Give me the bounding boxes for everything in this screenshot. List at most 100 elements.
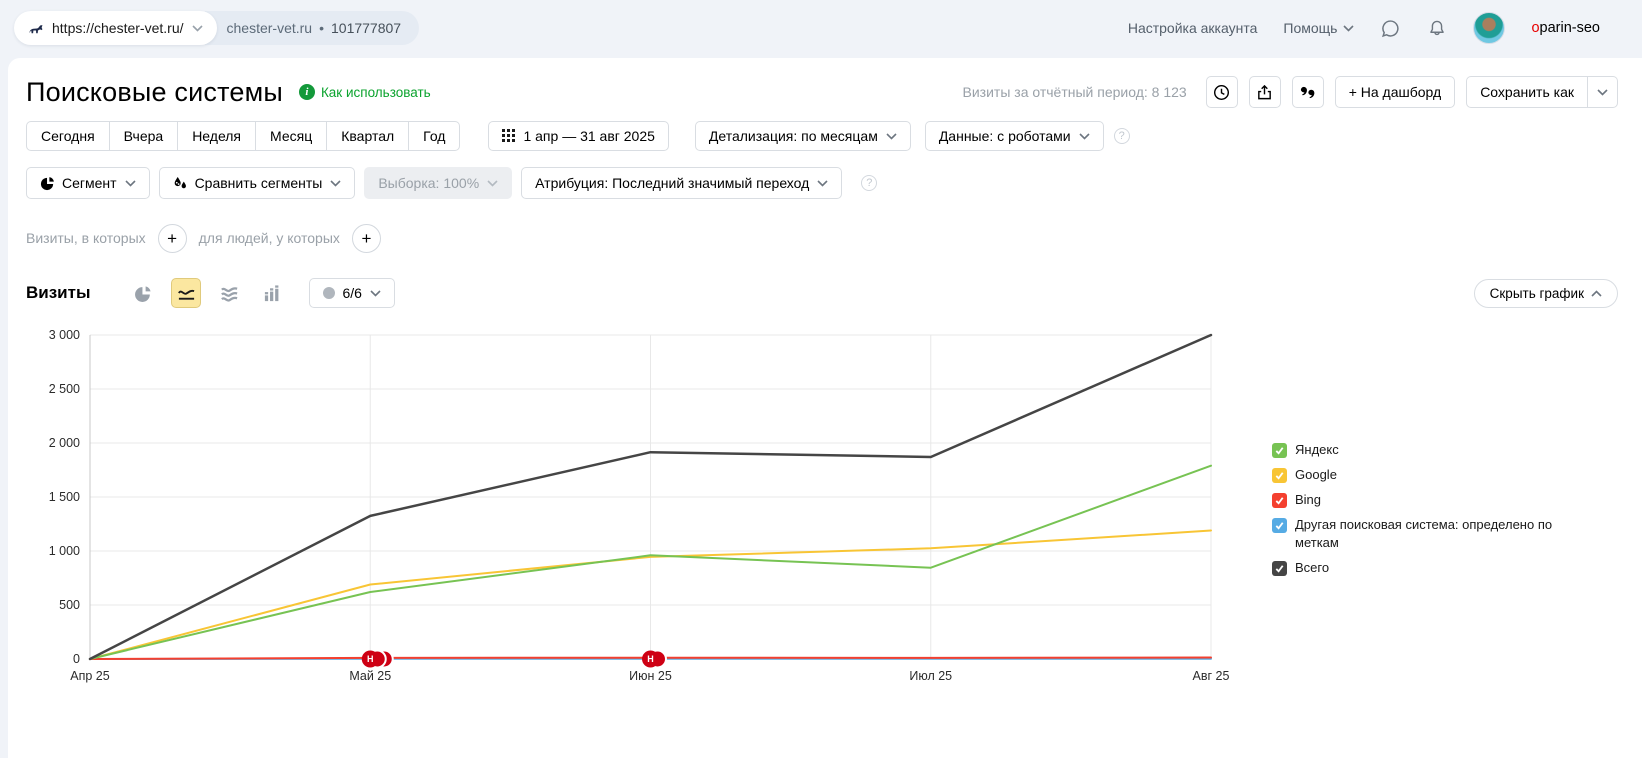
period-year[interactable]: Год xyxy=(409,121,461,151)
legend-label: Яндекс xyxy=(1295,442,1339,457)
legend-item-total[interactable]: Всего xyxy=(1272,559,1577,578)
data-mode-label: Данные: с роботами xyxy=(938,128,1071,144)
period-month[interactable]: Месяц xyxy=(256,121,328,151)
pie-segment-icon xyxy=(40,176,55,191)
chevron-down-icon xyxy=(330,179,341,187)
chart-type-line-button[interactable] xyxy=(171,278,202,308)
date-range-button[interactable]: 1 апр — 31 авг 2025 xyxy=(488,121,669,151)
chart-type-switcher xyxy=(128,278,287,308)
chevron-down-icon xyxy=(886,132,897,140)
username[interactable]: oparin-seo xyxy=(1531,20,1600,36)
legend-checkbox xyxy=(1272,561,1287,577)
metrics-visibility-dropdown[interactable]: 6/6 xyxy=(309,278,395,308)
how-to-use-label: Как использовать xyxy=(320,84,431,100)
site-favicon-icon xyxy=(28,20,44,36)
svg-text:Авг 25: Авг 25 xyxy=(1193,669,1230,683)
counter-pill[interactable]: chester-vet.ru • 101777807 xyxy=(204,11,420,45)
account-settings-link[interactable]: Настройка аккаунта xyxy=(1127,20,1258,36)
date-range-label: 1 апр — 31 авг 2025 xyxy=(523,128,655,144)
pie-chart-icon xyxy=(135,285,151,302)
svg-text:Апр 25: Апр 25 xyxy=(70,669,109,683)
metrics-count: 6/6 xyxy=(342,285,362,301)
notifications-button[interactable] xyxy=(1427,18,1447,39)
add-to-dashboard-button[interactable]: + На дашборд xyxy=(1334,76,1456,108)
username-first-letter: o xyxy=(1531,20,1540,36)
compare-segments-label: Сравнить сегменты xyxy=(194,175,323,191)
username-rest: parin-seo xyxy=(1539,20,1600,36)
metric-row: Визиты 6/6 Скрыть график xyxy=(26,277,1618,309)
detailing-dropdown[interactable]: Детализация: по месяцам xyxy=(694,121,911,151)
history-button[interactable] xyxy=(1205,76,1238,108)
how-to-use-link[interactable]: i Как использовать xyxy=(298,84,431,100)
filter-builder-row: Визиты, в которых + для людей, у которых… xyxy=(26,223,1618,253)
counter-domain: chester-vet.ru xyxy=(226,20,313,36)
svg-text:Н: Н xyxy=(367,654,374,664)
save-as-split-button: Сохранить как xyxy=(1466,76,1618,108)
calendar-grid-icon xyxy=(502,129,516,143)
chevron-down-icon xyxy=(1343,24,1355,32)
report-card: Поисковые системы i Как использовать Виз… xyxy=(8,58,1642,758)
chevron-down-icon xyxy=(487,179,498,187)
visits-summary: Визиты за отчётный период: 8 123 xyxy=(962,84,1187,100)
svg-text:3 000: 3 000 xyxy=(49,328,80,342)
data-mode-dropdown[interactable]: Данные: с роботами xyxy=(924,121,1104,151)
legend-label: Всего xyxy=(1295,560,1330,576)
legend-item-yandex[interactable]: Яндекс xyxy=(1272,441,1577,460)
legend-item-other[interactable]: Другая поисковая система: определено по … xyxy=(1272,516,1577,554)
export-icon xyxy=(1258,84,1272,99)
add-people-filter-button[interactable]: + xyxy=(351,223,381,253)
legend-label: Другая поисковая система: определено по … xyxy=(1295,516,1553,551)
period-segmented-control: Сегодня Вчера Неделя Месяц Квартал Год xyxy=(26,121,461,151)
legend-item-google[interactable]: Google xyxy=(1272,466,1577,485)
legend-item-bing[interactable]: Bing xyxy=(1272,491,1577,510)
comments-button[interactable] xyxy=(1291,76,1324,108)
hide-chart-label: Скрыть график xyxy=(1489,285,1584,301)
clock-icon xyxy=(1214,84,1230,100)
svg-text:Май 25: Май 25 xyxy=(349,669,391,683)
sampling-label: Выборка: 100% xyxy=(378,175,480,191)
legend-checkbox xyxy=(1272,443,1287,458)
compare-segments-dropdown[interactable]: Сравнить сегменты xyxy=(158,167,356,199)
metric-bubble-icon xyxy=(323,287,336,299)
attribution-help-icon[interactable]: ? xyxy=(861,175,878,191)
attribution-label: Атрибуция: Последний значимый переход xyxy=(535,175,810,191)
chart-type-pie-button[interactable] xyxy=(128,278,158,308)
save-as-button[interactable]: Сохранить как xyxy=(1466,76,1588,108)
hide-chart-button[interactable]: Скрыть график xyxy=(1473,278,1618,308)
detailing-label: Детализация: по месяцам xyxy=(708,128,878,144)
period-week[interactable]: Неделя xyxy=(178,121,257,151)
sampling-dropdown[interactable]: Выборка: 100% xyxy=(364,167,513,199)
visits-chart-svg[interactable]: 0 500 1 000 1 500 2 000 2 500 3 000 Апр 25 Май 2… xyxy=(26,323,1266,695)
chart-type-columns-button[interactable] xyxy=(257,278,287,308)
segment-dropdown[interactable]: Сегмент xyxy=(26,167,150,199)
svg-text:Н: Н xyxy=(647,654,654,664)
svg-text:0: 0 xyxy=(73,652,80,666)
chart-type-area-button[interactable] xyxy=(214,278,244,308)
period-yesterday[interactable]: Вчера xyxy=(109,121,179,151)
svg-text:2 000: 2 000 xyxy=(49,436,80,450)
period-quarter[interactable]: Квартал xyxy=(327,121,410,151)
site-switcher: https://chester-vet.ru/ chester-vet.ru •… xyxy=(14,11,420,45)
quotes-icon xyxy=(1301,86,1315,98)
feedback-chat-button[interactable] xyxy=(1380,18,1401,39)
avatar[interactable] xyxy=(1473,12,1506,44)
svg-text:Июл 25: Июл 25 xyxy=(909,669,952,683)
attribution-dropdown[interactable]: Атрибуция: Последний значимый переход xyxy=(521,167,843,199)
period-today[interactable]: Сегодня xyxy=(26,121,110,151)
legend-checkbox xyxy=(1272,517,1287,533)
export-button[interactable] xyxy=(1248,76,1281,108)
help-menu[interactable]: Помощь xyxy=(1283,20,1355,36)
save-as-caret-button[interactable] xyxy=(1588,76,1618,108)
title-actions: Визиты за отчётный период: 8 123 + На да… xyxy=(963,76,1618,108)
chart-legend: Яндекс Google Bing Другая поисковая сист… xyxy=(1272,441,1577,578)
metric-title: Визиты xyxy=(26,283,91,302)
droplets-icon xyxy=(173,176,188,191)
line-chart-icon xyxy=(178,289,195,300)
info-icon: i xyxy=(298,84,315,100)
legend-label: Bing xyxy=(1295,491,1322,507)
add-visit-filter-button[interactable]: + xyxy=(157,223,187,253)
topbar-nav: Настройка аккаунта Помощь oparin-seo xyxy=(1128,12,1600,44)
data-mode-help-icon[interactable]: ? xyxy=(1113,128,1130,144)
site-url-pill[interactable]: https://chester-vet.ru/ xyxy=(14,11,217,45)
legend-label: Google xyxy=(1295,466,1337,482)
